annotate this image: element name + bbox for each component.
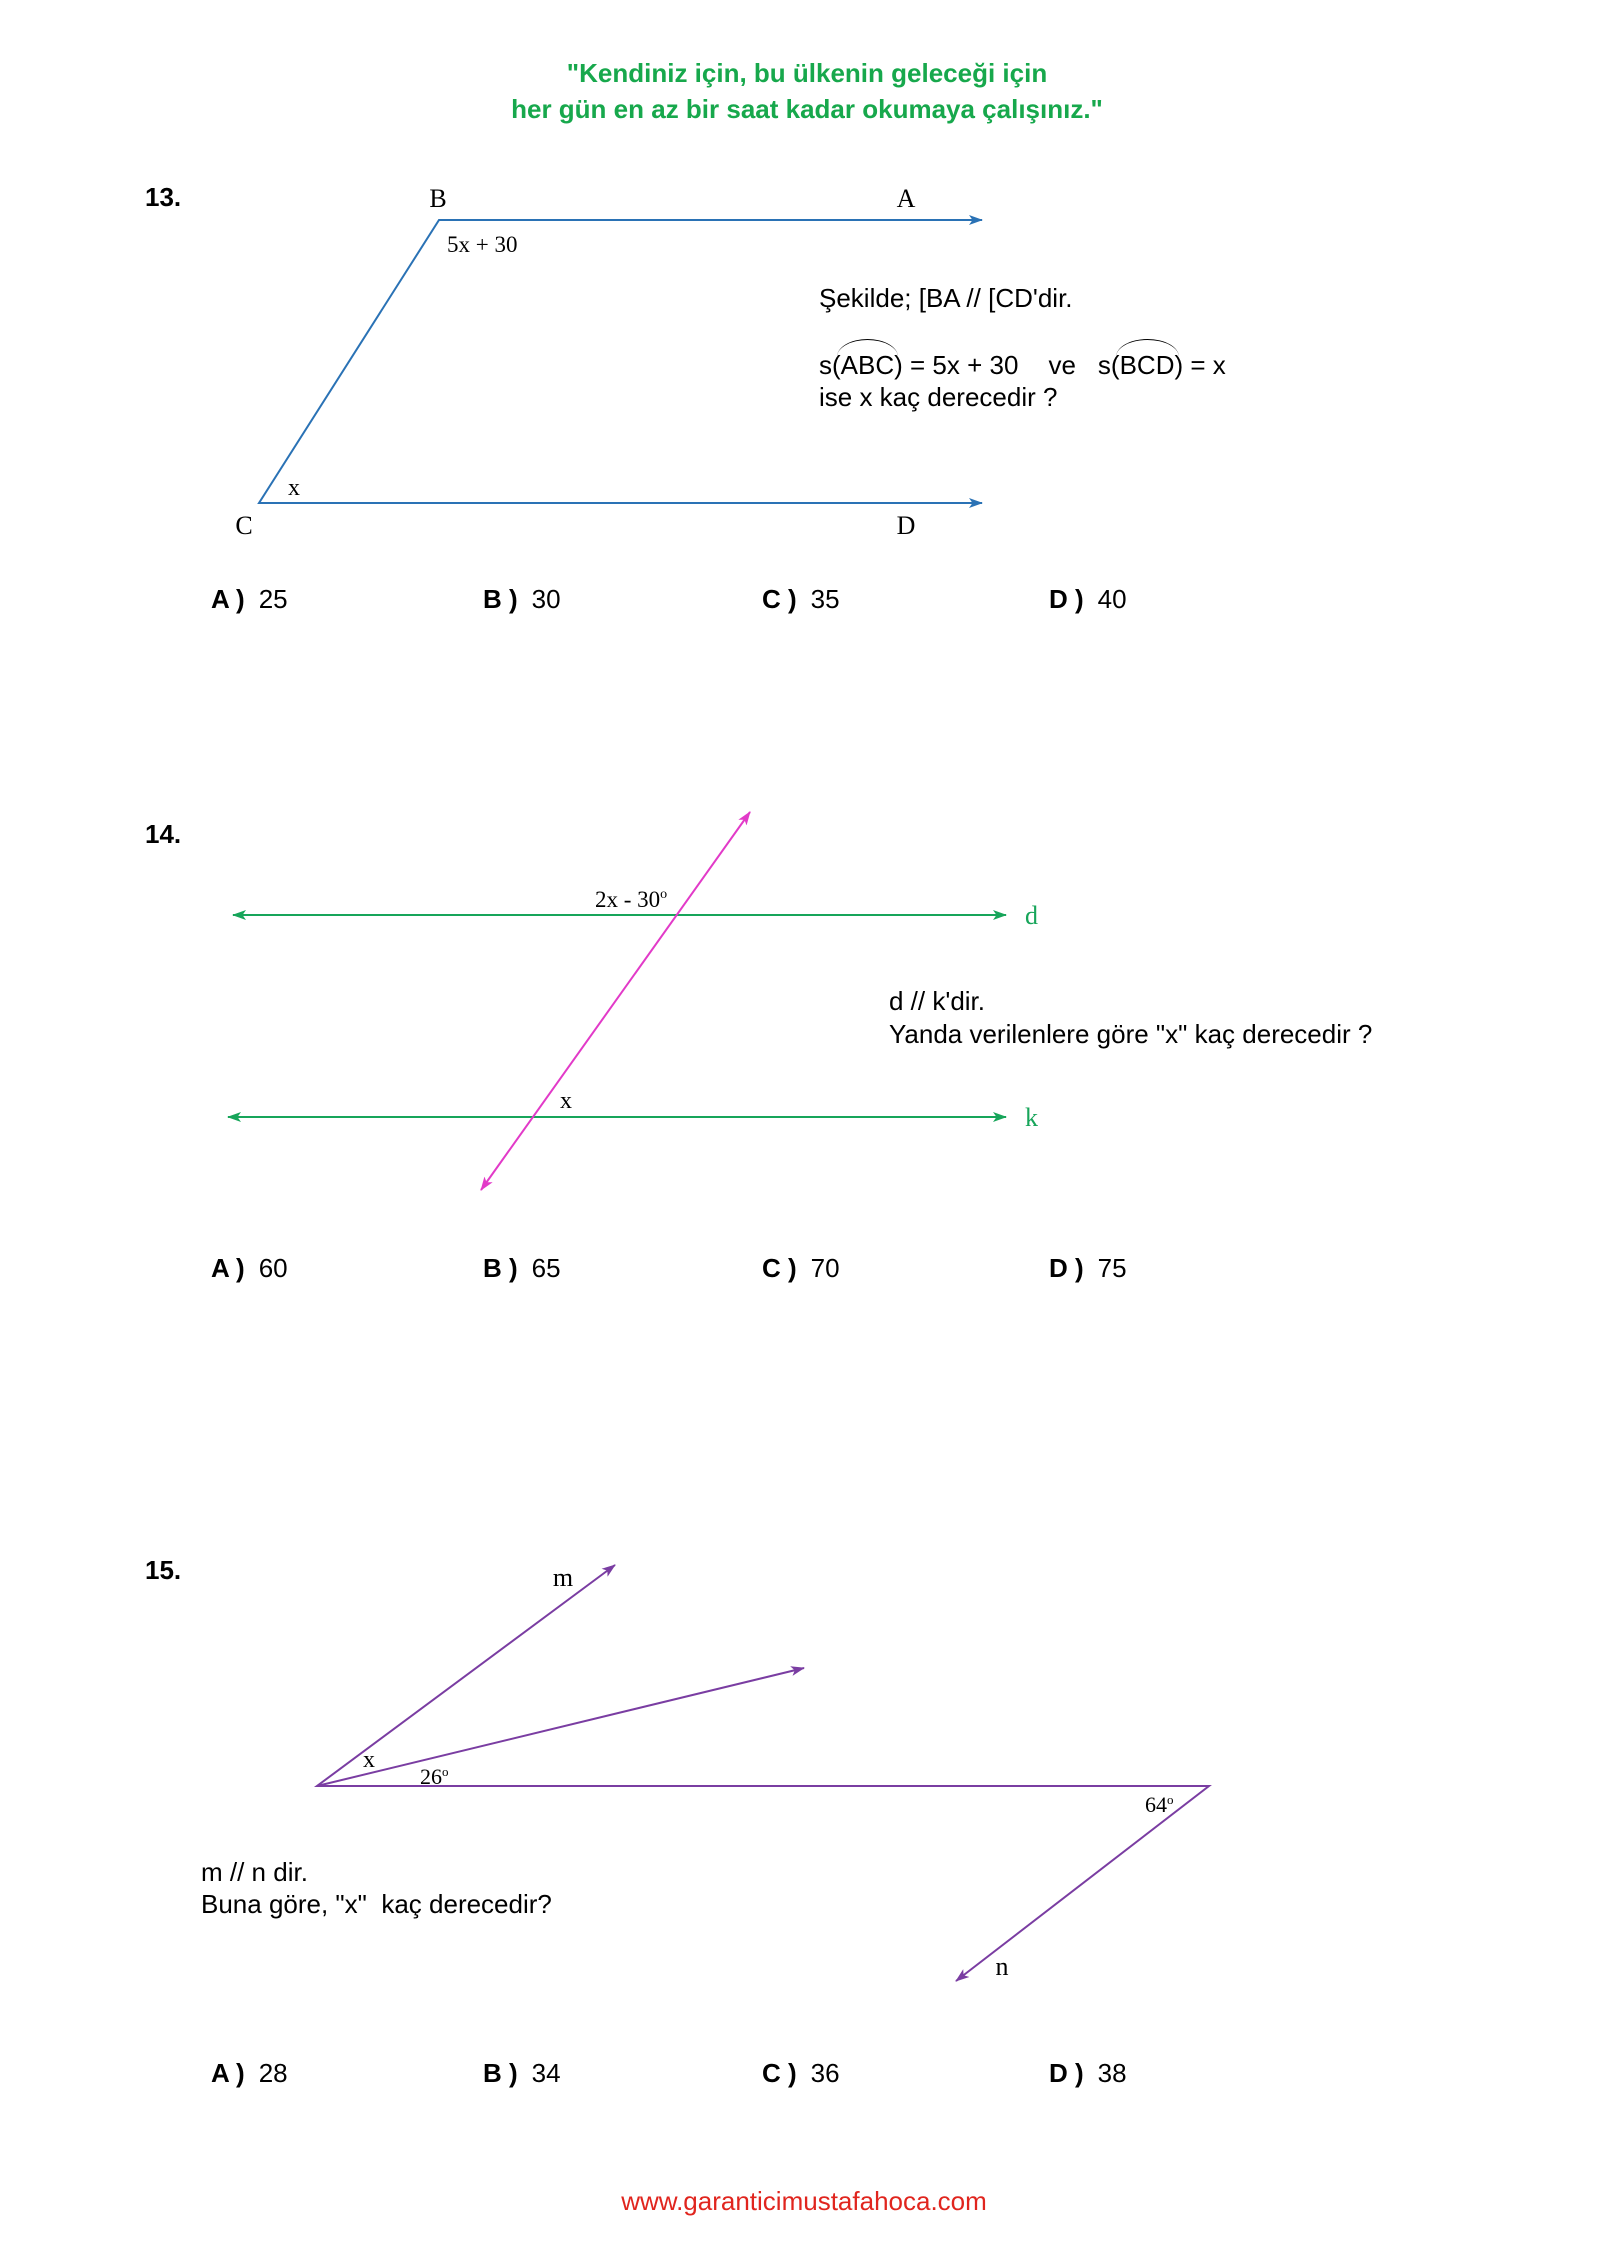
rays-BA-BC-CD [257, 215, 983, 508]
question-14-statement-line-2: Yanda verilenlere göre "x" kaç derecedir… [889, 1019, 1373, 1049]
question-13-statement-line-1: Şekilde; [BA // [CD'dir. [819, 283, 1073, 313]
option-letter: C ) [762, 1253, 797, 1283]
option-value: 28 [258, 2058, 288, 2088]
line-label-n: n [996, 1952, 1009, 1981]
option-value: 70 [810, 1253, 840, 1283]
middle-ray [316, 1666, 805, 1787]
question-15-number: 15. [145, 1555, 182, 1585]
question-13-statement-line-3: ise x kaç derecedir ? [819, 382, 1058, 412]
line-label-m: m [553, 1563, 573, 1592]
question-15-statement-line-1: m // n dir. [201, 1857, 308, 1887]
angle-BCD-notation: BCD [1115, 339, 1179, 380]
figure-13: B A C D 5x + 30 x [235, 184, 983, 540]
question-15-option-d: D ) 38 [1049, 2058, 1127, 2088]
option-letter: B ) [483, 584, 518, 614]
question-14-number: 14. [145, 819, 182, 849]
point-label-C: C [235, 511, 252, 540]
given-suffix: ) = x [1174, 350, 1226, 380]
angle-x-label: x [363, 1747, 375, 1773]
question-13-given-angles: s(ABC) = 5x + 30 ve s(BCD) = x [819, 339, 1226, 380]
question-13-option-d: D ) 40 [1049, 584, 1127, 614]
option-letter: D ) [1049, 2058, 1084, 2088]
angle-64-label: 64o [1145, 1792, 1174, 1817]
angle-26-label: 26o [420, 1764, 449, 1789]
option-value: 40 [1097, 584, 1127, 614]
option-letter: C ) [762, 2058, 797, 2088]
option-value: 25 [258, 584, 288, 614]
question-14-option-a: A ) 60 [211, 1253, 288, 1283]
option-value: 36 [810, 2058, 840, 2088]
given-prefix: s( [1097, 350, 1120, 380]
figure-14: d k 2x - 30o x [227, 811, 1038, 1191]
point-label-B: B [429, 184, 446, 213]
question-13-number: 13. [145, 182, 182, 212]
line-label-d: d [1025, 901, 1038, 930]
header-quote-line-2: her gün en az bir saat kadar okumaya çal… [511, 94, 1103, 124]
given-prefix: s( [819, 350, 841, 380]
lines-m-base-n [313, 1564, 1212, 1982]
question-13-option-b: B ) 30 [483, 584, 561, 614]
option-value: 65 [531, 1253, 561, 1283]
footer-website-link[interactable]: www.garanticimustafahoca.com [621, 2186, 987, 2216]
option-value: 60 [258, 1253, 288, 1283]
option-letter: B ) [483, 2058, 518, 2088]
option-letter: A ) [211, 584, 245, 614]
option-letter: C ) [762, 584, 797, 614]
question-14-option-b: B ) 65 [483, 1253, 561, 1283]
question-14-option-c: C ) 70 [762, 1253, 840, 1283]
angle-C-label: x [288, 475, 300, 501]
point-label-A: A [897, 184, 916, 213]
question-13-option-a: A ) 25 [211, 584, 288, 614]
given-suffix: ) = 5x + 30 [894, 350, 1019, 380]
question-14-statement-line-1: d // k'dir. [889, 986, 986, 1016]
figure-15: m n x 26o 64o [313, 1563, 1212, 1982]
option-letter: D ) [1049, 1253, 1084, 1283]
option-value: 30 [531, 584, 561, 614]
line-label-k: k [1025, 1103, 1038, 1132]
option-letter: A ) [211, 1253, 245, 1283]
option-letter: A ) [211, 2058, 245, 2088]
question-15-option-c: C ) 36 [762, 2058, 840, 2088]
option-value: 34 [531, 2058, 561, 2088]
option-letter: B ) [483, 1253, 518, 1283]
point-label-D: D [897, 511, 916, 540]
option-value: 38 [1097, 2058, 1127, 2088]
transversal-line [480, 811, 751, 1191]
angle-x-label: x [560, 1088, 572, 1114]
angle-top-label: 2x - 30o [595, 887, 667, 912]
option-letter: D ) [1049, 584, 1084, 614]
question-14-option-d: D ) 75 [1049, 1253, 1127, 1283]
option-value: 75 [1097, 1253, 1127, 1283]
question-15-option-b: B ) 34 [483, 2058, 561, 2088]
question-15-option-a: A ) 28 [211, 2058, 288, 2088]
angle-ABC-notation: ABC [836, 339, 899, 380]
angle-B-label: 5x + 30 [447, 232, 517, 257]
question-13-option-c: C ) 35 [762, 584, 840, 614]
given-connector: ve [1048, 350, 1076, 380]
option-value: 35 [810, 584, 840, 614]
question-15-statement-line-2: Buna göre, "x" kaç derecedir? [201, 1889, 552, 1919]
header-quote-line-1: "Kendiniz için, bu ülkenin geleceği için [566, 58, 1048, 88]
